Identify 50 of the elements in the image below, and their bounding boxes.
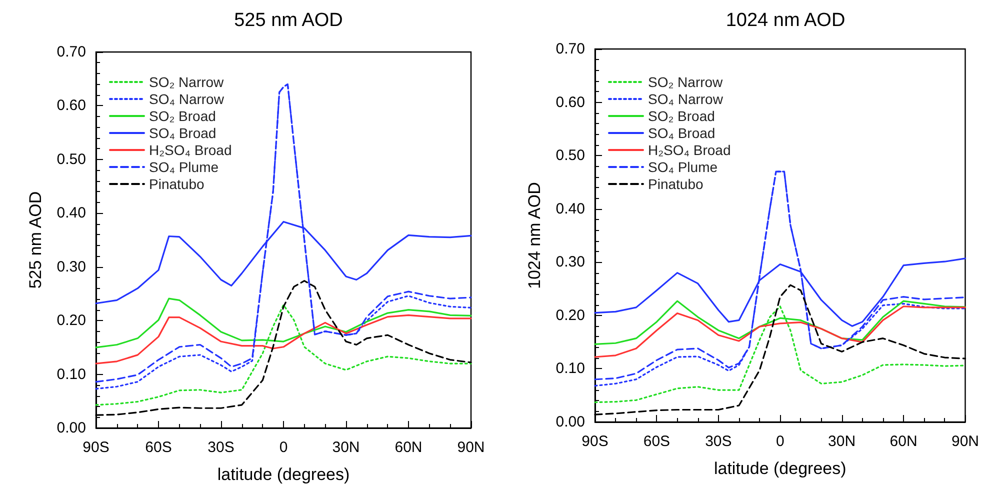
y-tick-label: 0.10: [556, 360, 585, 378]
x-tick-label: 30S: [208, 439, 234, 456]
y-tick-label: 0.10: [56, 366, 86, 383]
legend-label: SO₄ Narrow: [149, 91, 225, 107]
x-tick-label: 0: [279, 439, 288, 456]
x-tick-label: 30N: [332, 439, 360, 456]
x-tick-label: 30S: [705, 433, 732, 450]
legend-label: SO₂ Broad: [149, 108, 216, 124]
legend-label: SO₄ Narrow: [648, 91, 724, 107]
x-tick-label: 30N: [828, 433, 856, 450]
y-tick-label: 0.40: [56, 204, 86, 222]
y-tick-label: 0.50: [56, 150, 86, 168]
x-tick-label: 90S: [82, 439, 110, 456]
chart-title: 525 nm AOD: [234, 10, 343, 31]
x-tick-label: 60S: [145, 439, 172, 456]
legend-label: SO₂ Narrow: [648, 74, 724, 90]
y-tick-label: 0.00: [56, 420, 86, 436]
x-tick-label: 90N: [457, 439, 485, 456]
y-tick-label: 0.40: [556, 200, 585, 218]
x-axis-title: latitude (degrees): [217, 465, 350, 484]
y-axis-title: 1024 nm AOD: [525, 182, 544, 289]
x-tick-label: 60N: [394, 439, 422, 456]
y-tick-label: 0.30: [556, 254, 585, 271]
y-tick-label: 0.00: [556, 414, 585, 430]
x-tick-label: 90N: [951, 433, 980, 450]
y-tick-label: 0.70: [556, 40, 585, 58]
y-tick-label: 0.60: [556, 94, 585, 111]
chart-title: 1024 nm AOD: [726, 10, 846, 31]
legend-label: SO₂ Broad: [648, 108, 715, 124]
y-tick-label: 0.30: [56, 258, 86, 276]
x-axis-title: latitude (degrees): [714, 459, 846, 478]
x-tick-label: 0: [776, 433, 784, 450]
x-tick-label: 60N: [890, 433, 918, 450]
y-tick-label: 0.20: [556, 306, 585, 324]
legend-label: Pinatubo: [648, 176, 704, 192]
y-tick-label: 0.20: [56, 312, 86, 330]
x-tick-label: 90S: [582, 433, 608, 450]
legend-label: SO₄ Plume: [149, 159, 219, 175]
legend-label: SO₄ Broad: [149, 125, 216, 141]
y-tick-label: 0.70: [56, 44, 86, 60]
y-tick-label: 0.60: [56, 97, 86, 114]
legend-label: SO₂ Narrow: [149, 74, 225, 90]
legend-label: SO₄ Broad: [648, 125, 716, 141]
y-axis-title: 525 nm AOD: [26, 191, 45, 289]
legend-label: SO₄ Plume: [648, 159, 718, 175]
legend-label: H₂SO₄ Broad: [149, 142, 232, 158]
x-tick-label: 60S: [643, 433, 670, 450]
legend-label: Pinatubo: [149, 176, 204, 192]
y-tick-label: 0.50: [556, 147, 585, 164]
legend-label: H₂SO₄ Broad: [648, 142, 731, 158]
